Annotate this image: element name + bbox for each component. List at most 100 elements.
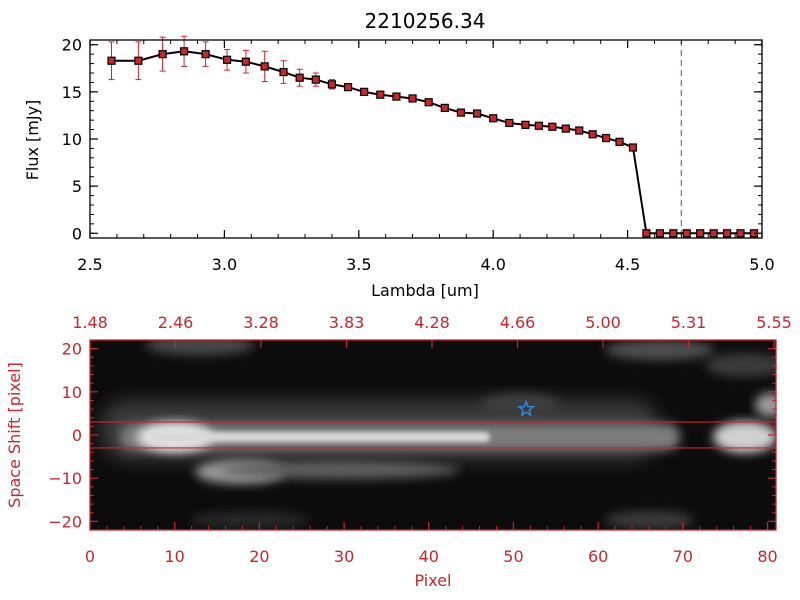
data-point bbox=[424, 98, 433, 107]
top-tick-label: 2.46 bbox=[158, 313, 194, 332]
y-tick-label: −20 bbox=[48, 512, 82, 531]
data-point bbox=[736, 229, 745, 238]
data-point bbox=[561, 124, 570, 133]
data-point bbox=[655, 229, 664, 238]
data-point bbox=[456, 108, 466, 117]
y-axis-label: Flux [mJy] bbox=[23, 100, 42, 181]
top-tick-label: 5.55 bbox=[756, 313, 792, 332]
data-markers bbox=[107, 47, 759, 238]
x-tick-label: 4.0 bbox=[480, 255, 505, 274]
data-point bbox=[615, 137, 624, 146]
data-point bbox=[158, 50, 167, 59]
data-point bbox=[505, 118, 514, 128]
image-blob bbox=[605, 340, 715, 360]
y-tick-label: −10 bbox=[48, 469, 82, 488]
data-point bbox=[360, 87, 369, 96]
y-tick-label: 5 bbox=[72, 177, 82, 196]
x-tick-label: 2.5 bbox=[77, 255, 102, 274]
x-axis-ticks: 2.5 3.0 3.5 4.0 4.5 5.0 bbox=[77, 40, 775, 274]
x-tick-label: 10 bbox=[165, 547, 185, 566]
top-tick-label: 4.66 bbox=[500, 313, 536, 332]
data-point bbox=[279, 67, 288, 77]
data-point bbox=[601, 133, 611, 143]
top-tick-label: 3.83 bbox=[329, 313, 365, 332]
data-point bbox=[575, 126, 584, 135]
data-point bbox=[134, 56, 143, 65]
data-point bbox=[327, 80, 337, 89]
x-tick-label: 5.0 bbox=[749, 255, 774, 274]
x-tick-label: 70 bbox=[673, 547, 693, 566]
spectrum-image-plot: 0 10 20 30 40 50 60 70 80 1.48 2.46 3.28 3.83 4.28 4.… bbox=[5, 313, 792, 590]
x-tick-label: 20 bbox=[249, 547, 269, 566]
x-tick-label: 3.5 bbox=[346, 255, 371, 274]
y-tick-label: 0 bbox=[72, 224, 82, 243]
secondary-trace bbox=[220, 461, 460, 479]
data-point bbox=[682, 229, 691, 238]
top-tick-label: 1.48 bbox=[72, 313, 108, 332]
edge-source bbox=[755, 393, 776, 417]
x-tick-label: 40 bbox=[419, 547, 439, 566]
x-tick-label: 60 bbox=[588, 547, 608, 566]
x-tick-label: 50 bbox=[503, 547, 523, 566]
data-point bbox=[222, 55, 232, 64]
spectrum-plot: 2210256.34 2.5 3.0 3.5 4.0 4.5 5.0 0 5 10 15 20 L… bbox=[23, 9, 775, 300]
data-point bbox=[260, 62, 269, 71]
data-point bbox=[722, 229, 732, 238]
top-tick-label: 3.28 bbox=[243, 313, 279, 332]
data-point bbox=[179, 47, 189, 56]
y-axis-ticks: −20 −10 0 10 20 bbox=[48, 340, 776, 531]
top-axis-ticks: 1.48 2.46 3.28 3.83 4.28 4.66 5.00 5.31 5.55 bbox=[72, 313, 792, 348]
image-blob bbox=[705, 353, 776, 377]
x-tick-label: 4.5 bbox=[615, 255, 640, 274]
x-tick-label: 80 bbox=[757, 547, 777, 566]
top-tick-label: 4.28 bbox=[414, 313, 450, 332]
data-point bbox=[408, 94, 417, 103]
star-icon bbox=[517, 399, 536, 417]
data-point bbox=[311, 75, 320, 84]
data-point bbox=[440, 103, 449, 112]
image-blob bbox=[605, 511, 695, 529]
x-tick-label: 3.0 bbox=[212, 255, 237, 274]
data-point bbox=[489, 114, 498, 123]
edge-source bbox=[713, 421, 776, 453]
chart-title: 2210256.34 bbox=[365, 9, 486, 33]
x-tick-label: 0 bbox=[85, 547, 95, 566]
series-line-flux bbox=[111, 50, 754, 235]
data-point bbox=[376, 90, 385, 99]
data-point bbox=[392, 92, 401, 101]
plot-frame bbox=[89, 39, 763, 239]
data-point bbox=[588, 130, 597, 139]
y-tick-label: 15 bbox=[62, 83, 82, 102]
data-point bbox=[534, 121, 543, 130]
data-point bbox=[642, 229, 651, 238]
x-tick-label: 30 bbox=[334, 547, 354, 566]
x-axis-label: Lambda [um] bbox=[371, 281, 479, 300]
data-point bbox=[521, 120, 530, 129]
data-point bbox=[696, 229, 705, 238]
data-point bbox=[295, 73, 304, 82]
data-point bbox=[548, 122, 557, 131]
x-axis-label: Pixel bbox=[414, 571, 451, 590]
x-axis-ticks: 0 10 20 30 40 50 60 70 80 bbox=[85, 522, 778, 566]
data-point bbox=[669, 229, 678, 238]
y-tick-label: 20 bbox=[62, 340, 82, 359]
y-axis-label: Space Shift [pixel] bbox=[5, 362, 24, 508]
data-point bbox=[241, 57, 251, 66]
image-blob bbox=[145, 340, 255, 355]
top-tick-label: 5.31 bbox=[671, 313, 707, 332]
y-tick-label: 10 bbox=[62, 383, 82, 402]
top-tick-label: 5.00 bbox=[585, 313, 621, 332]
data-point bbox=[472, 109, 482, 118]
spectrum-image bbox=[90, 340, 776, 530]
error-bars bbox=[108, 35, 757, 236]
data-point bbox=[709, 229, 718, 238]
data-point bbox=[107, 56, 116, 65]
data-point bbox=[628, 143, 638, 152]
y-tick-label: 0 bbox=[72, 426, 82, 445]
y-tick-label: 20 bbox=[62, 36, 82, 55]
main-trace-core bbox=[150, 432, 490, 442]
data-point bbox=[201, 50, 210, 59]
y-tick-label: 10 bbox=[62, 130, 82, 149]
